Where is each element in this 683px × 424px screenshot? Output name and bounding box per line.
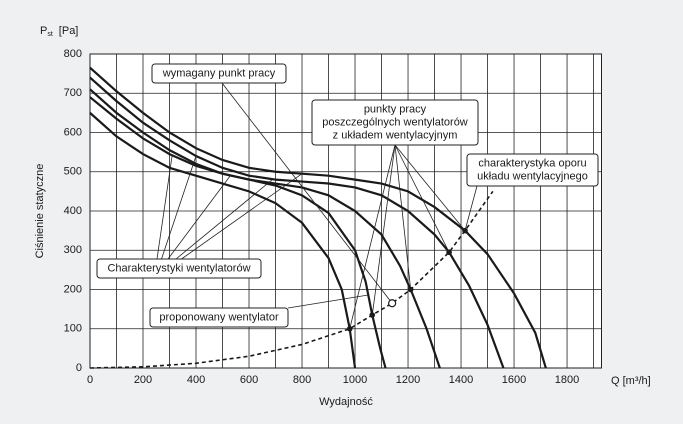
- leader-line: [394, 144, 466, 231]
- required-point: [388, 299, 397, 308]
- annotation-text: układu wentylacyjnego: [477, 170, 588, 182]
- fan-curve: [89, 76, 505, 369]
- x-tick-label: 600: [240, 374, 258, 386]
- fan-curve: [89, 88, 441, 369]
- leader-line: [464, 185, 478, 231]
- x-tick-label: 1800: [555, 374, 579, 386]
- annotation: wymagany punkt pracy: [151, 63, 393, 304]
- annotation-text: charakterystyka oporu: [478, 157, 586, 169]
- x-axis-label: Wydajność: [319, 396, 373, 408]
- leader-line: [167, 175, 231, 260]
- leader-line: [221, 82, 393, 304]
- fan-curve: [89, 112, 357, 369]
- x-tick-label: 0: [87, 374, 93, 386]
- annotation-text: wymagany punkt pracy: [162, 67, 276, 79]
- y-tick-label: 0: [76, 362, 82, 374]
- x-tick-label: 400: [187, 374, 205, 386]
- annotation-text: poszczególnych wentylatorów: [322, 116, 468, 128]
- y-tick-label: 600: [64, 126, 82, 138]
- annotation: Charakterystyki wentylatorów: [96, 155, 303, 279]
- annotation-text: Charakterystyki wentylatorów: [107, 262, 250, 274]
- system-curve: [89, 190, 494, 369]
- y-tick-label: 700: [64, 87, 82, 99]
- fan-curve: [89, 66, 547, 369]
- annotation: proponowany wentylator: [149, 294, 369, 328]
- y-tick-label: 200: [64, 283, 82, 295]
- fan-curve: [89, 96, 387, 369]
- annotation-box: [149, 307, 289, 328]
- annotation-box: [96, 258, 262, 279]
- working-point: [346, 325, 353, 332]
- annotation-box: [311, 99, 479, 146]
- leader-line: [161, 155, 197, 260]
- leader-line: [394, 144, 450, 253]
- y-tick-label: 500: [64, 166, 82, 178]
- x-tick-label: 1200: [396, 374, 420, 386]
- x-tick-label: 800: [293, 374, 311, 386]
- y-tick-label: 300: [64, 244, 82, 256]
- annotation-text: z układem wentylacyjnym: [333, 129, 458, 141]
- leader-line: [371, 144, 396, 316]
- leader-line: [181, 173, 303, 260]
- annotation-text: proponowany wentylator: [159, 311, 279, 323]
- x-tick-label: 1600: [502, 374, 526, 386]
- y-tick-label: 400: [64, 205, 82, 217]
- x-unit: Q [m³/h]: [611, 375, 651, 387]
- y-axis-label: Ciśnienie statyczne: [34, 164, 46, 259]
- y-tick-label: 800: [64, 48, 82, 60]
- x-tick-label: 1000: [343, 374, 367, 386]
- leader-line: [287, 294, 369, 309]
- leader-line: [156, 155, 173, 260]
- working-point: [407, 286, 414, 293]
- working-point: [462, 227, 468, 234]
- leader-line: [349, 144, 396, 329]
- leader-line: [394, 144, 412, 290]
- y-tick-label: 100: [64, 323, 82, 335]
- y-unit: Pst [Pa]: [40, 25, 78, 38]
- working-point: [446, 249, 452, 256]
- annotation-text: punkty pracy: [364, 103, 427, 115]
- annotation-box: [151, 63, 287, 84]
- leader-line: [175, 178, 274, 260]
- working-point: [369, 312, 376, 318]
- annotation-box: [466, 153, 599, 187]
- x-tick-label: 200: [134, 374, 152, 386]
- x-tick-label: 1400: [449, 374, 473, 386]
